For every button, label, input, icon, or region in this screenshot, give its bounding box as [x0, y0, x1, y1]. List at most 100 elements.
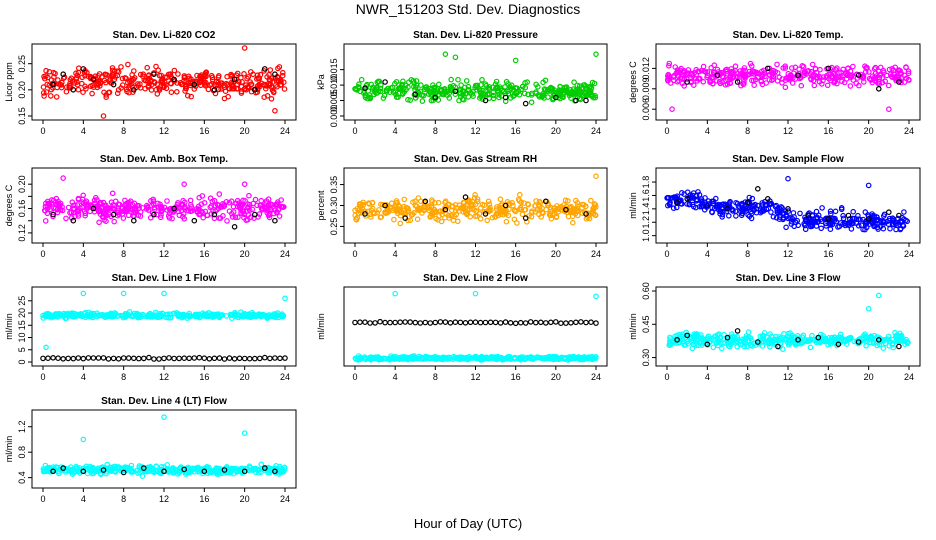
- data-point: [439, 87, 445, 94]
- series-point: [161, 468, 167, 475]
- data-point: [807, 223, 814, 230]
- y-tick-label: 0.4: [17, 471, 27, 484]
- data-point: [377, 214, 384, 221]
- data-point: [893, 226, 899, 233]
- data-point: [808, 71, 814, 77]
- data-point: [421, 207, 427, 214]
- data-point: [254, 202, 260, 209]
- data-point: [87, 208, 93, 215]
- series-point: [875, 86, 882, 92]
- data-point: [425, 91, 432, 97]
- data-point: [543, 206, 550, 213]
- series-point: [865, 216, 872, 222]
- data-point: [153, 463, 159, 470]
- data-point: [250, 467, 256, 473]
- data-point: [193, 465, 200, 471]
- data-point: [460, 96, 467, 103]
- data-point: [367, 214, 374, 220]
- series-point: [497, 320, 504, 326]
- data-point: [740, 67, 747, 74]
- data-point: [258, 197, 265, 204]
- series-point: [211, 355, 218, 362]
- x-tick-label: 8: [121, 372, 126, 382]
- series-point: [377, 318, 383, 325]
- data-point: [593, 353, 599, 360]
- data-point: [889, 65, 896, 72]
- data-point: [381, 355, 388, 362]
- series-point: [427, 320, 434, 326]
- data-point: [717, 208, 723, 215]
- data-point: [243, 87, 250, 93]
- y-axis-label: kPa: [316, 74, 326, 90]
- data-point: [264, 465, 271, 472]
- data-point: [823, 73, 830, 79]
- data-point: [216, 471, 222, 477]
- y-tick-label: 0: [17, 359, 27, 364]
- data-point: [128, 313, 135, 319]
- data-point: [509, 199, 515, 206]
- main-title: NWR_151203 Std. Dev. Diagnostics: [355, 1, 581, 17]
- data-point: [768, 333, 775, 340]
- data-point: [555, 94, 562, 101]
- series-point: [60, 71, 67, 78]
- data-point: [818, 225, 825, 232]
- data-point: [168, 80, 175, 87]
- data-point: [746, 68, 753, 75]
- y-tick-label: 15: [17, 320, 27, 330]
- data-point: [89, 90, 95, 97]
- data-point: [721, 331, 727, 338]
- outlier-point: [512, 57, 519, 64]
- data-point: [798, 82, 805, 89]
- data-point: [275, 65, 281, 72]
- series-point: [704, 202, 711, 209]
- series-point: [805, 212, 812, 219]
- data-point: [144, 64, 151, 71]
- series-point: [221, 467, 228, 473]
- data-point: [238, 83, 245, 90]
- data-point: [228, 80, 234, 86]
- data-point: [472, 201, 479, 208]
- y-tick-label: 1.4: [641, 203, 651, 216]
- data-point: [523, 355, 529, 362]
- series-point: [492, 319, 499, 326]
- series-point: [95, 355, 102, 361]
- series-point: [896, 79, 902, 85]
- series-point: [896, 212, 902, 219]
- data-point: [528, 99, 535, 106]
- panel-title: Stan. Dev. Li-820 Temp.: [733, 30, 844, 41]
- data-point: [209, 314, 216, 321]
- data-point: [428, 97, 435, 104]
- data-point: [274, 210, 280, 216]
- data-point: [238, 309, 244, 315]
- data-point: [770, 338, 776, 344]
- data-point: [797, 210, 803, 217]
- data-point: [666, 60, 673, 67]
- data-point: [218, 204, 225, 210]
- data-point: [46, 312, 53, 318]
- data-point: [665, 78, 671, 84]
- data-point: [710, 69, 717, 75]
- series-point: [211, 211, 218, 218]
- data-point: [810, 77, 817, 84]
- data-point: [844, 72, 850, 79]
- data-point: [393, 94, 400, 101]
- series-point: [462, 194, 469, 200]
- data-point: [887, 71, 894, 78]
- data-point: [524, 79, 531, 85]
- data-point: [106, 78, 113, 84]
- data-point: [97, 471, 104, 477]
- data-point: [248, 69, 254, 75]
- series-point: [282, 355, 288, 361]
- data-point: [880, 345, 887, 352]
- data-point: [894, 332, 901, 338]
- x-tick-label: 12: [783, 372, 793, 382]
- series-point: [477, 319, 484, 326]
- series-point: [171, 355, 177, 362]
- data-point: [224, 218, 230, 224]
- data-point: [458, 82, 464, 88]
- data-point: [51, 312, 58, 319]
- data-point: [789, 80, 796, 86]
- data-point: [682, 341, 689, 348]
- data-point: [732, 208, 739, 215]
- x-tick-label: 16: [199, 249, 209, 259]
